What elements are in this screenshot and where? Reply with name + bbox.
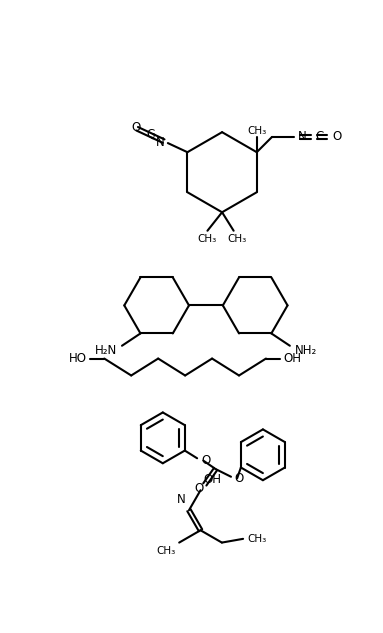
Text: O: O <box>201 454 210 467</box>
Text: O: O <box>332 130 341 144</box>
Text: HO: HO <box>69 352 87 365</box>
Text: O: O <box>131 121 140 134</box>
Text: CH₃: CH₃ <box>247 127 267 136</box>
Text: CH₃: CH₃ <box>227 234 246 244</box>
Text: OH: OH <box>204 473 222 486</box>
Text: O: O <box>235 472 244 485</box>
Text: H₂N: H₂N <box>95 344 117 357</box>
Text: OH: OH <box>283 352 301 365</box>
Text: CH₃: CH₃ <box>198 234 217 244</box>
Text: CH₃: CH₃ <box>156 546 175 556</box>
Text: C: C <box>315 130 323 144</box>
Text: N: N <box>177 493 186 506</box>
Text: C: C <box>147 128 155 141</box>
Text: N: N <box>156 136 165 149</box>
Text: CH₃: CH₃ <box>247 534 266 544</box>
Text: NH₂: NH₂ <box>295 344 317 357</box>
Text: O: O <box>195 482 204 495</box>
Text: N: N <box>298 130 307 144</box>
